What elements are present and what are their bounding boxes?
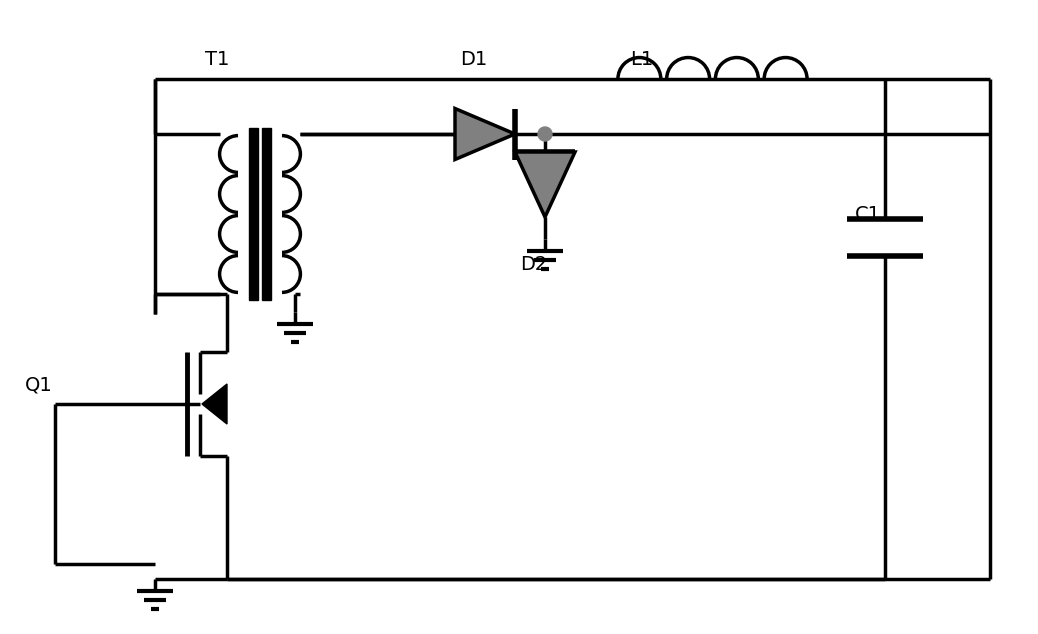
Text: T1: T1 [204, 50, 229, 69]
Text: L1: L1 [630, 50, 653, 69]
Bar [262, 128, 271, 300]
Polygon shape [515, 152, 575, 217]
Polygon shape [455, 108, 515, 160]
Bar [249, 128, 258, 300]
Text: D2: D2 [520, 255, 547, 274]
Text: Q1: Q1 [25, 375, 53, 394]
Text: D1: D1 [460, 50, 487, 69]
Text: C1: C1 [855, 205, 881, 224]
Polygon shape [202, 384, 227, 424]
Circle shape [538, 127, 552, 141]
